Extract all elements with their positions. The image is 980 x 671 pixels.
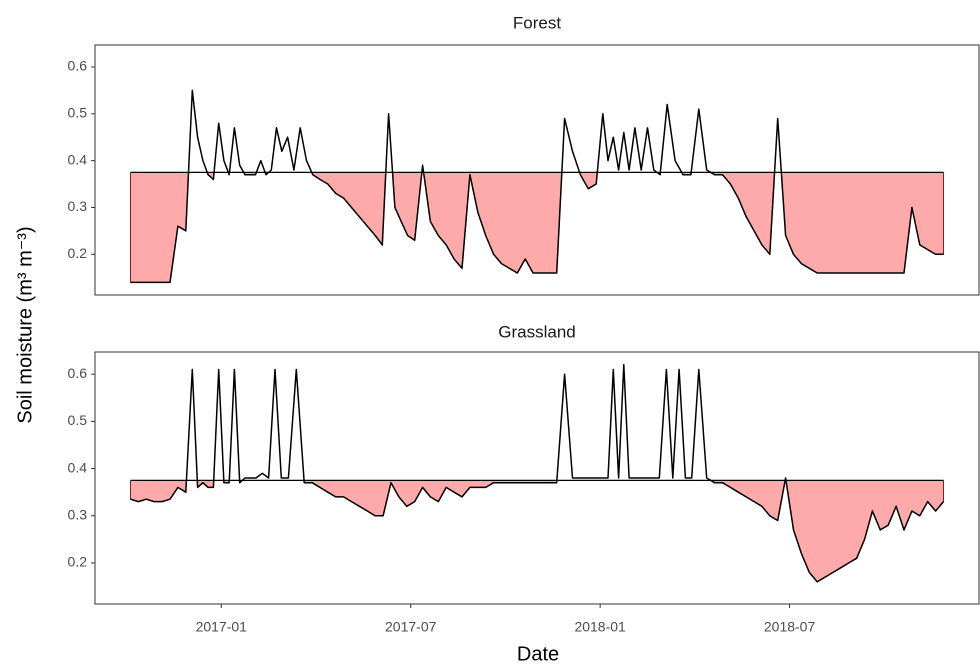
y-tick-label: 0.4: [68, 459, 88, 475]
x-tick-label: 2018-07: [764, 619, 816, 635]
moisture-line: [130, 363, 945, 583]
y-axis-title: Soil moisture (m³ m⁻³): [14, 226, 36, 423]
y-tick-label: 0.3: [68, 198, 88, 214]
panel-border: [94, 44, 980, 296]
deficit-area: [130, 480, 944, 583]
x-tick-label: 2018-01: [574, 619, 626, 635]
x-axis-title: Date: [517, 643, 559, 665]
deficit-area: [130, 172, 944, 283]
y-tick-label: 0.6: [68, 58, 88, 74]
panel-border: [94, 351, 980, 605]
y-tick-label: 0.2: [68, 554, 88, 570]
x-tick-label: 2017-01: [196, 619, 248, 635]
x-tick-label: 2017-07: [385, 619, 437, 635]
y-tick-label: 0.4: [68, 151, 88, 167]
facet-title: Forest: [513, 13, 561, 32]
moisture-line: [130, 89, 944, 284]
facet-title: Grassland: [498, 322, 575, 341]
y-tick-label: 0.5: [68, 412, 88, 428]
y-tick-label: 0.6: [68, 365, 88, 381]
y-tick-label: 0.3: [68, 506, 88, 522]
y-tick-label: 0.5: [68, 105, 88, 121]
y-tick-label: 0.2: [68, 245, 88, 261]
